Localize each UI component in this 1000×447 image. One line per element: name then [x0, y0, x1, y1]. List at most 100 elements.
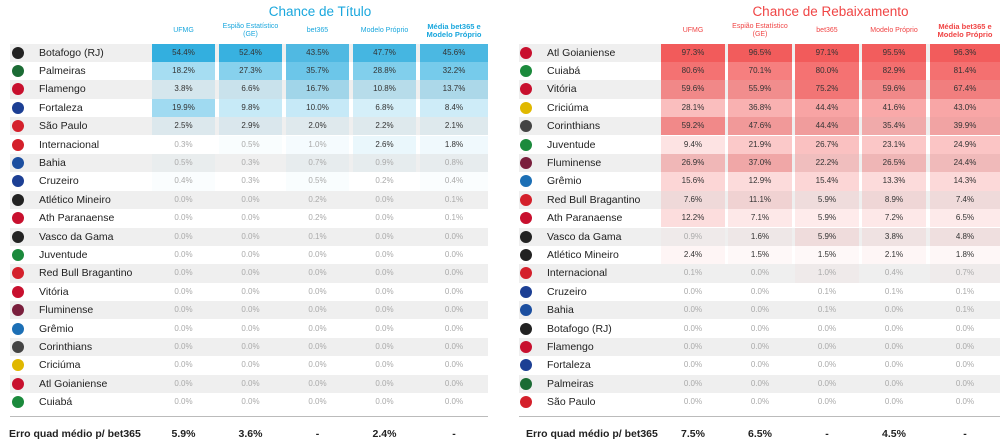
value-cell: 0.0%: [750, 378, 770, 388]
table-row: Internacional 0.3% 0.5% 1.0% 2.6% 1.8%: [0, 135, 496, 154]
row-stripe: [519, 301, 1000, 320]
team-crest-icon: [12, 285, 24, 298]
value-cell: 26.9%: [661, 153, 725, 173]
team-name: Corinthians: [547, 120, 601, 133]
team-name: Fortaleza: [39, 101, 83, 114]
value-cell: 7.6%: [661, 190, 725, 210]
value-cell: 9.4%: [661, 135, 725, 154]
team-name: Cuiabá: [547, 64, 581, 77]
team-crest-icon: [12, 359, 24, 372]
value-cell: 5.9%: [795, 190, 859, 210]
value-cell: 0.0%: [750, 286, 770, 296]
mse-footer-value: -: [963, 428, 967, 440]
value-cell: 0.0%: [174, 360, 193, 370]
row-stripe: [10, 374, 488, 394]
value-cell: 1.5%: [728, 245, 792, 265]
team-name: Cruzeiro: [547, 285, 587, 298]
value-cell: 0.0%: [444, 397, 464, 407]
mse-footer-value: 6.5%: [748, 428, 772, 440]
value-cell: 0.8%: [420, 154, 488, 172]
value-cell: 70.1%: [728, 61, 792, 81]
value-cell: 4.8%: [930, 227, 1000, 246]
value-cell: 24.9%: [930, 135, 1000, 154]
team-crest-icon: [12, 156, 24, 169]
team-name: Ath Paranaense: [547, 212, 623, 225]
value-cell: 0.9%: [353, 153, 416, 173]
team-crest-icon: [12, 212, 24, 225]
team-crest-icon: [12, 46, 24, 59]
team-name: Juventude: [547, 138, 596, 151]
team-crest-icon: [12, 322, 24, 335]
value-cell: 0.3%: [174, 139, 193, 149]
title-column-header: Modelo Próprio: [360, 26, 409, 34]
value-cell: 47.7%: [353, 43, 416, 62]
value-cell: 0.1%: [683, 268, 703, 278]
value-cell: 0.0%: [308, 341, 327, 351]
team-crest-icon: [520, 396, 532, 409]
team-name: Botafogo (RJ): [39, 46, 104, 59]
value-cell: 11.1%: [728, 190, 792, 210]
footer-divider: [10, 416, 488, 417]
value-cell: 10.0%: [286, 98, 349, 118]
table-row: Bahia 0.0% 0.0% 0.1% 0.0% 0.1%: [513, 301, 1000, 320]
value-cell: 67.4%: [930, 80, 1000, 99]
table-row: Vitória 0.0% 0.0% 0.0% 0.0% 0.0%: [0, 283, 496, 301]
mse-footer-value: -: [825, 428, 829, 440]
table-row: Fortaleza 0.0% 0.0% 0.0% 0.0% 0.0%: [513, 356, 1000, 374]
team-name: Bahia: [39, 156, 66, 169]
team-crest-icon: [520, 83, 532, 96]
value-cell: 75.2%: [795, 80, 859, 99]
team-name: Internacional: [39, 138, 100, 151]
team-name: Atlético Mineiro: [547, 248, 619, 261]
team-name: Criciúma: [547, 101, 589, 114]
value-cell: 0.0%: [683, 305, 703, 315]
team-crest-icon: [12, 193, 24, 206]
value-cell: 0.0%: [884, 341, 904, 351]
value-cell: 95.5%: [862, 43, 926, 62]
relegation-column-header: Média bet365 e Modelo Próprio: [937, 21, 993, 39]
value-cell: 0.0%: [750, 360, 770, 370]
table-row: São Paulo 0.0% 0.0% 0.0% 0.0% 0.0%: [513, 393, 1000, 411]
value-cell: 55.9%: [728, 80, 792, 99]
value-cell: 43.0%: [930, 98, 1000, 118]
value-cell: 1.8%: [930, 245, 1000, 265]
relegation-column-header: Modelo Próprio: [870, 26, 918, 34]
team-name: Vitória: [39, 285, 69, 298]
value-cell: 0.0%: [817, 341, 837, 351]
value-cell: 0.0%: [375, 213, 394, 223]
value-cell: 0.0%: [750, 268, 770, 278]
table-row: Red Bull Bragantino 7.6% 11.1% 5.9% 8.9% 7.4%: [513, 190, 1000, 210]
team-crest-icon: [520, 248, 532, 261]
value-cell: 16.7%: [286, 80, 349, 99]
value-cell: 0.0%: [955, 360, 975, 370]
team-name: Grêmio: [39, 322, 74, 335]
value-cell: 0.0%: [174, 213, 193, 223]
team-crest-icon: [520, 304, 532, 317]
team-name: Vasco da Gama: [547, 230, 622, 243]
team-name: Red Bull Bragantino: [39, 267, 133, 280]
title-column-header: Espião Estatístico (GE): [222, 22, 279, 39]
team-crest-icon: [520, 138, 532, 151]
table-row: Cuiabá 80.6% 70.1% 80.0% 82.9% 81.4%: [513, 61, 1000, 81]
value-cell: 97.3%: [661, 43, 725, 62]
value-cell: 0.9%: [661, 228, 725, 246]
team-crest-icon: [520, 377, 532, 390]
team-crest-icon: [12, 377, 24, 390]
team-name: Atlético Mineiro: [39, 193, 111, 206]
value-cell: 0.0%: [375, 249, 394, 259]
team-name: Fluminense: [547, 156, 602, 169]
table-row: Botafogo (RJ) 0.0% 0.0% 0.0% 0.0% 0.0%: [513, 320, 1000, 338]
team-name: Palmeiras: [547, 377, 594, 390]
value-cell: 8.9%: [862, 190, 926, 210]
table-row: São Paulo 2.5% 2.9% 2.0% 2.2% 2.1%: [0, 117, 496, 136]
table-row: Juventude 9.4% 21.9% 26.7% 23.1% 24.9%: [513, 135, 1000, 154]
title-column-header: Média bet365 e Modelo Próprio: [426, 21, 482, 39]
value-cell: 0.1%: [817, 305, 837, 315]
team-crest-icon: [12, 230, 24, 243]
value-cell: 13.3%: [862, 172, 926, 191]
value-cell: 0.0%: [955, 397, 975, 407]
table-row: Grêmio 0.0% 0.0% 0.0% 0.0% 0.0%: [0, 320, 496, 338]
value-cell: 0.5%: [286, 172, 349, 190]
table-row: Grêmio 15.6% 12.9% 15.4% 13.3% 14.3%: [513, 172, 1000, 191]
value-cell: 0.0%: [444, 305, 464, 315]
